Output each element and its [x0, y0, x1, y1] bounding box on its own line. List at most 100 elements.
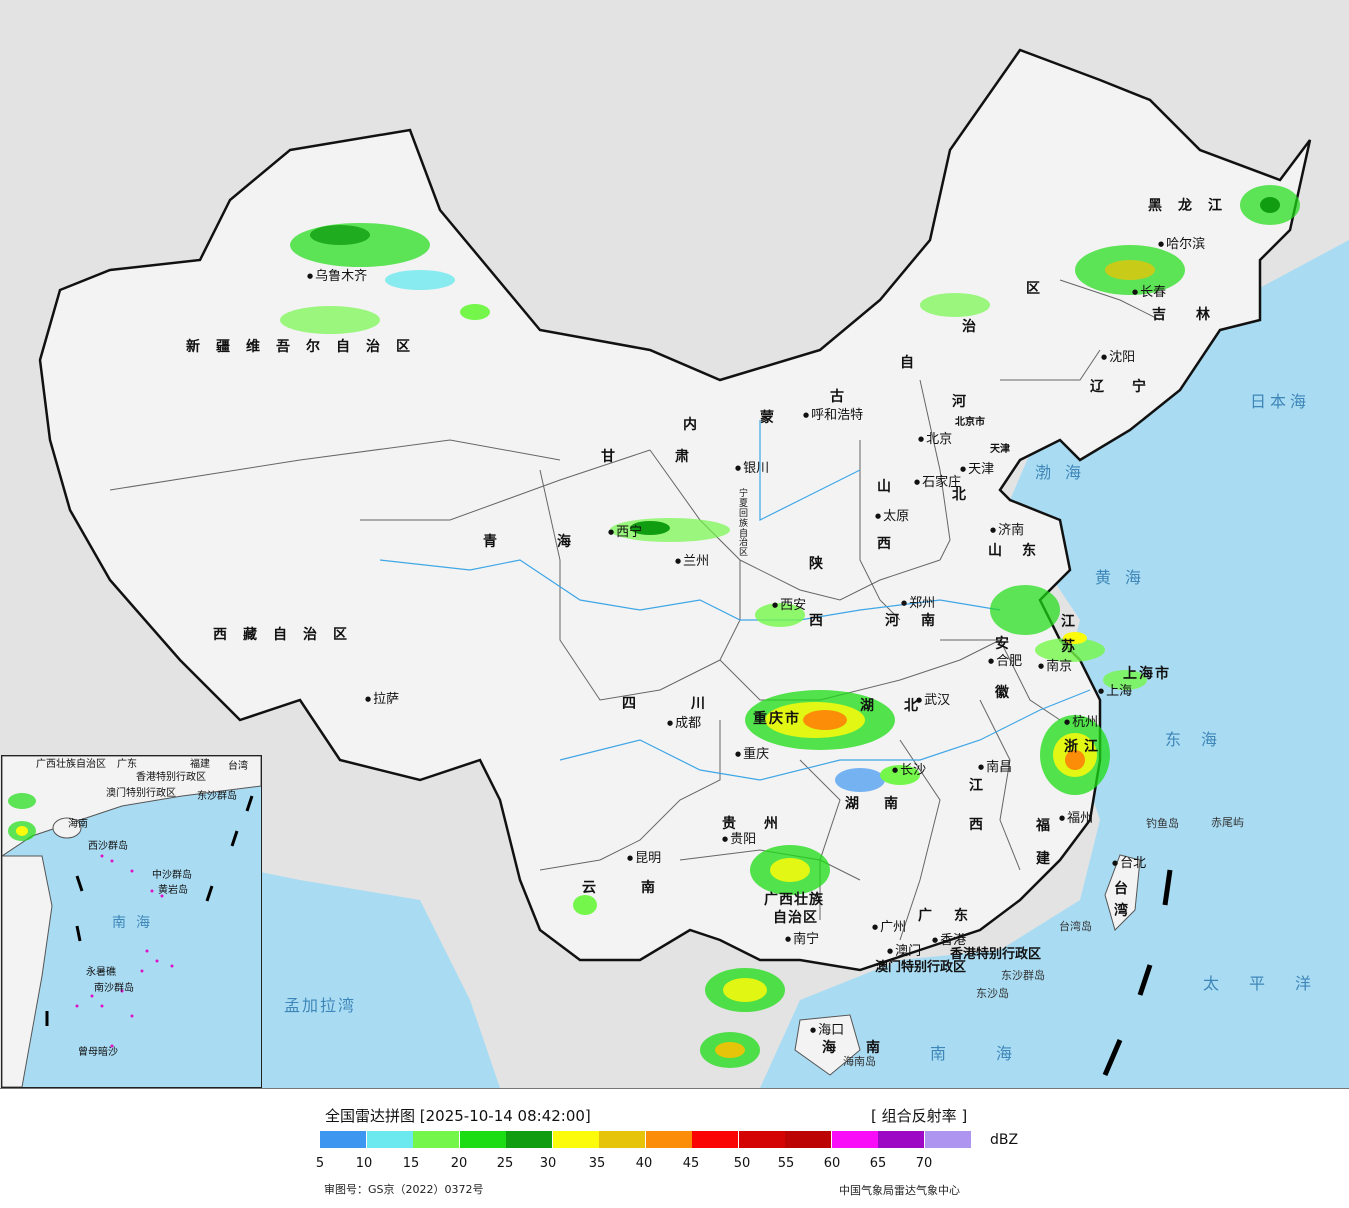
legend-swatch: [506, 1131, 552, 1148]
region-guangxi-1: 广西壮族: [764, 892, 824, 908]
inset-label-fujian: 福建: [190, 759, 210, 770]
city-xian: 西安: [772, 599, 806, 612]
city-kunming: 昆明: [627, 852, 661, 865]
sea-bengal: 孟加拉湾: [284, 996, 357, 1015]
city-beijing: 北京: [918, 433, 952, 446]
city-zhengzhou: 郑州: [901, 597, 935, 610]
region-neimenggu-3: 古: [830, 389, 844, 405]
inset-label-guangxi: 广西壮族自治区: [36, 759, 106, 770]
island-chiwei: 赤尾屿: [1211, 816, 1244, 829]
island-diaoyu: 钓鱼岛: [1146, 817, 1179, 830]
legend-swatch: [831, 1131, 878, 1148]
legend-tick-label: 10: [355, 1156, 373, 1171]
inset-label-nansha: 南沙群岛: [94, 983, 134, 994]
legend-panel: 全国雷达拼图 [2025-10-14 08:42:00] [ 组合反射率 ] d…: [0, 1089, 1349, 1208]
radar-echoes: [280, 185, 1300, 1068]
region-macao: 澳门特别行政区: [875, 960, 967, 975]
ocean-east: [760, 330, 1349, 1088]
city-shenyang: 沈阳: [1101, 351, 1135, 364]
echo-shandong: [990, 585, 1105, 662]
city-harbin: 哈尔滨: [1158, 238, 1205, 251]
sea-yellow: 黄海: [1095, 568, 1156, 587]
legend-tick-label: 40: [635, 1156, 653, 1171]
region-shaanxi-1: 陕: [809, 556, 823, 572]
city-nanning: 南宁: [785, 933, 819, 946]
inset-label-macao: 澳门特别行政区: [106, 788, 176, 799]
region-hunan: 湖南: [845, 796, 923, 812]
region-shanxi-1: 山: [877, 479, 891, 495]
legend-tick-label: 30: [539, 1156, 557, 1171]
region-xinjiang: 新疆维吾尔自治区: [186, 339, 426, 355]
island-dongsha-islands: 东沙群岛: [1001, 969, 1045, 982]
city-guangzhou: 广州: [872, 921, 906, 934]
region-fujian-2: 建: [1036, 851, 1050, 867]
city-macao: 澳门: [887, 945, 921, 958]
region-jiangsu-1: 江: [1061, 614, 1075, 630]
region-taiwan-1: 台: [1114, 881, 1128, 897]
city-shijiazhuang: 石家庄: [914, 476, 961, 489]
region-shaanxi-2: 西: [809, 613, 823, 629]
region-gansu: 甘肃: [601, 449, 749, 465]
legend-swatch: [459, 1131, 506, 1148]
region-sichuan: 四川: [622, 696, 760, 712]
inset-label-yongshu: 永暑礁: [86, 967, 116, 978]
island-dongsha: 东沙岛: [976, 987, 1009, 1000]
region-fujian-1: 福: [1036, 818, 1050, 834]
legend-tick-label: 55: [777, 1156, 795, 1171]
product-name: [ 组合反射率 ]: [871, 1107, 968, 1125]
region-guangxi-2: 自治区: [773, 910, 818, 926]
city-wuhan: 武汉: [916, 694, 950, 707]
region-shandong: 山东: [988, 543, 1056, 559]
region-hubei: 湖北: [860, 698, 948, 714]
city-lhasa: 拉萨: [365, 693, 399, 706]
city-guiyang: 贵阳: [722, 833, 756, 846]
sea-south: 南海: [930, 1044, 1063, 1063]
inset-label-hainan: 海南: [68, 819, 88, 830]
region-anhui-2: 徽: [995, 685, 1009, 701]
region-tianjin: 天津: [990, 444, 1010, 455]
inset-label-zhongsha: 中沙群岛: [152, 870, 192, 881]
legend-swatch: [413, 1131, 459, 1148]
region-jiangxi-1: 江: [969, 778, 983, 794]
legend-tick-label: 5: [315, 1156, 325, 1171]
city-hefei: 合肥: [988, 655, 1022, 668]
legend-swatch: [785, 1131, 831, 1148]
inset-label-huangyan: 黄岩岛: [158, 885, 188, 896]
region-neimenggu-5: 治: [962, 319, 976, 335]
inset-label-south-sea: 南海: [112, 915, 160, 931]
inset-label-zengmu: 曾母暗沙: [78, 1047, 118, 1058]
city-chongqing: 重庆: [735, 748, 769, 761]
legend-swatch: [738, 1131, 785, 1148]
echo-northeast: [1075, 185, 1300, 295]
city-jinan: 济南: [990, 524, 1024, 537]
city-urumqi: 乌鲁木齐: [307, 270, 367, 283]
city-yinchuan: 银川: [735, 462, 769, 475]
legend-tick-label: 45: [682, 1156, 700, 1171]
city-tianjin: 天津: [960, 463, 994, 476]
region-jiangsu-2: 苏: [1061, 639, 1075, 655]
legend-tick-label: 60: [823, 1156, 841, 1171]
legend-tick-label: 25: [496, 1156, 514, 1171]
sea-bohai: 渤海: [1035, 463, 1096, 482]
city-fuzhou: 福州: [1059, 812, 1093, 825]
island-taiwan: 台湾岛: [1059, 920, 1092, 933]
city-nanjing: 南京: [1038, 660, 1072, 673]
region-yunnan: 云南: [582, 880, 700, 896]
legend-swatch: [552, 1131, 599, 1148]
echo-guangxi: [573, 845, 830, 915]
region-zhejiang: 浙江: [1064, 739, 1104, 755]
region-beijing: 北京市: [955, 417, 985, 428]
unit-label: dBZ: [990, 1132, 1019, 1148]
region-heilongjiang: 黑龙江: [1148, 198, 1238, 214]
rivers: [379, 420, 1091, 781]
region-neimenggu-2: 蒙: [760, 410, 774, 426]
region-tibet: 西藏自治区: [213, 627, 363, 643]
city-nanchang: 南昌: [978, 761, 1012, 774]
region-jiangxi-2: 西: [969, 817, 983, 833]
inset-label-taiwan: 台湾: [228, 761, 248, 772]
city-taibei: 台北: [1112, 857, 1146, 870]
region-hainan: 海南: [822, 1040, 910, 1056]
source-credit: 中国气象局雷达气象中心: [839, 1184, 960, 1197]
region-hebei-1: 河: [952, 394, 966, 410]
city-changsha: 长沙: [892, 764, 926, 777]
